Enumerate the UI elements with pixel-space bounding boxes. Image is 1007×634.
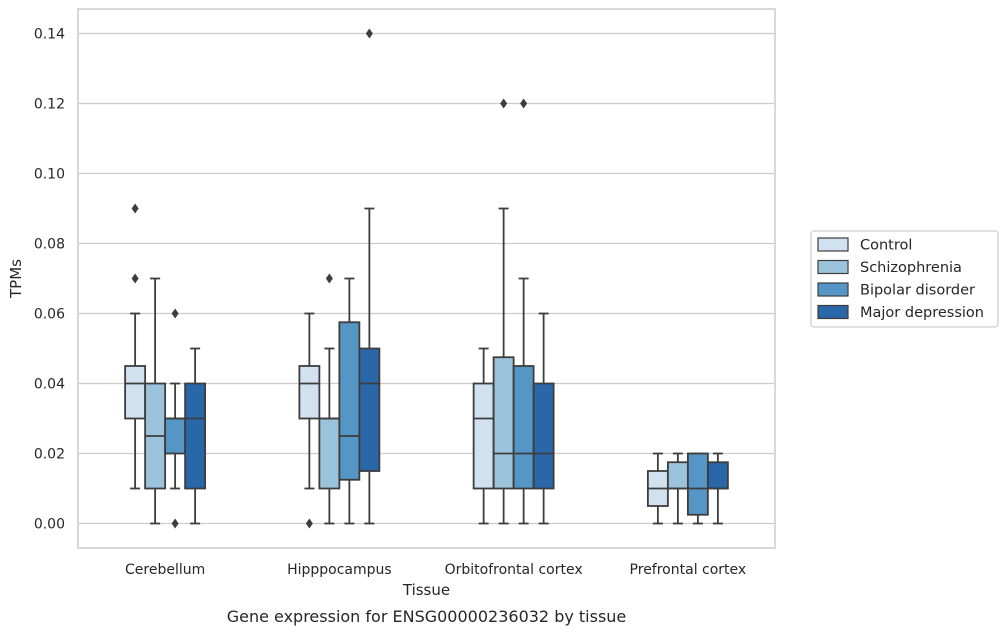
box-schizophrenia	[492, 98, 515, 525]
x-tick-label: Orbitofrontal cortex	[445, 562, 583, 578]
box-iqr	[318, 417, 341, 490]
x-ticks: Cerebellum Hipppocampus Orbitofrontal cort…	[125, 562, 746, 578]
y-tick-label: 0.02	[34, 447, 65, 463]
box-iqr	[298, 365, 321, 420]
outlier-point	[171, 308, 179, 319]
boxes	[124, 28, 729, 529]
legend-swatch	[817, 304, 849, 320]
box-schizophrenia	[144, 277, 167, 525]
box-iqr	[358, 347, 381, 472]
box-iqr	[164, 417, 187, 455]
box-control	[298, 312, 321, 529]
box-control	[646, 452, 669, 525]
outlier-point	[131, 203, 139, 214]
box-iqr	[706, 461, 729, 490]
outlier-point	[500, 98, 508, 109]
x-tick-label: Cerebellum	[125, 562, 205, 578]
box-iqr	[492, 356, 515, 490]
box-major-depression	[532, 312, 555, 525]
legend-label: Control	[860, 238, 912, 254]
box-iqr	[338, 321, 361, 481]
y-tick-label: 0.06	[34, 307, 65, 323]
legend-label: Bipolar disorder	[860, 283, 975, 299]
chart-caption: Gene expression for ENSG00000236032 by t…	[227, 607, 627, 626]
outlier-point	[520, 98, 528, 109]
box-iqr	[512, 365, 535, 490]
x-tick-label: Hipppocampus	[287, 562, 392, 578]
x-axis-label: Tissue	[402, 581, 450, 599]
outlier-point	[365, 28, 373, 39]
outlier-point	[171, 518, 179, 529]
x-tick-label: Prefrontal cortex	[630, 562, 747, 578]
box-iqr	[124, 365, 147, 420]
legend-label: Major depression	[860, 305, 984, 321]
y-ticks: 0.00 0.02 0.04 0.06 0.08 0.10 0.12 0.14	[34, 27, 65, 533]
legend-swatch	[817, 237, 849, 252]
legend-swatch	[817, 259, 849, 275]
y-tick-label: 0.14	[34, 27, 65, 43]
y-tick-label: 0.12	[34, 97, 65, 113]
y-axis-label: TPMs	[7, 259, 25, 299]
box-major-depression	[358, 28, 381, 525]
box-bipolar-disorder	[164, 308, 187, 529]
y-tick-label: 0.04	[34, 377, 65, 393]
box-iqr	[472, 382, 495, 490]
outlier-point	[325, 273, 333, 284]
box-iqr	[184, 382, 207, 490]
outlier-point	[131, 273, 139, 284]
box-iqr	[532, 382, 555, 490]
box-control	[472, 347, 495, 525]
box-major-depression	[184, 347, 207, 525]
box-major-depression	[706, 452, 729, 525]
box-schizophrenia	[318, 273, 341, 525]
outlier-point	[305, 518, 313, 529]
legend-frame	[810, 230, 999, 328]
box-control	[124, 203, 147, 490]
box-schizophrenia	[666, 452, 689, 525]
box-iqr	[686, 452, 709, 516]
y-tick-label: 0.08	[34, 237, 65, 253]
box-bipolar-disorder	[338, 277, 361, 525]
y-tick-label: 0.10	[34, 167, 65, 183]
y-tick-label: 0.00	[34, 517, 65, 533]
box-bipolar-disorder	[512, 98, 535, 525]
legend: Control Schizophrenia Bipolar disorder Majo…	[810, 230, 999, 328]
box-iqr	[666, 461, 689, 490]
legend-swatch	[817, 282, 849, 297]
plot-frame	[77, 8, 776, 549]
legend-label: Schizophrenia	[860, 260, 962, 276]
box-bipolar-disorder	[686, 452, 709, 525]
